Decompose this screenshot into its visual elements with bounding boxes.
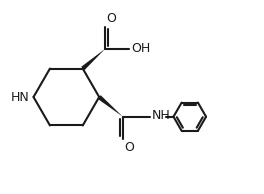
Polygon shape [98, 95, 123, 117]
Polygon shape [81, 49, 105, 70]
Text: OH: OH [131, 42, 150, 55]
Text: O: O [106, 12, 116, 25]
Text: O: O [124, 141, 134, 154]
Text: HN: HN [11, 90, 30, 104]
Text: NH: NH [152, 109, 171, 122]
